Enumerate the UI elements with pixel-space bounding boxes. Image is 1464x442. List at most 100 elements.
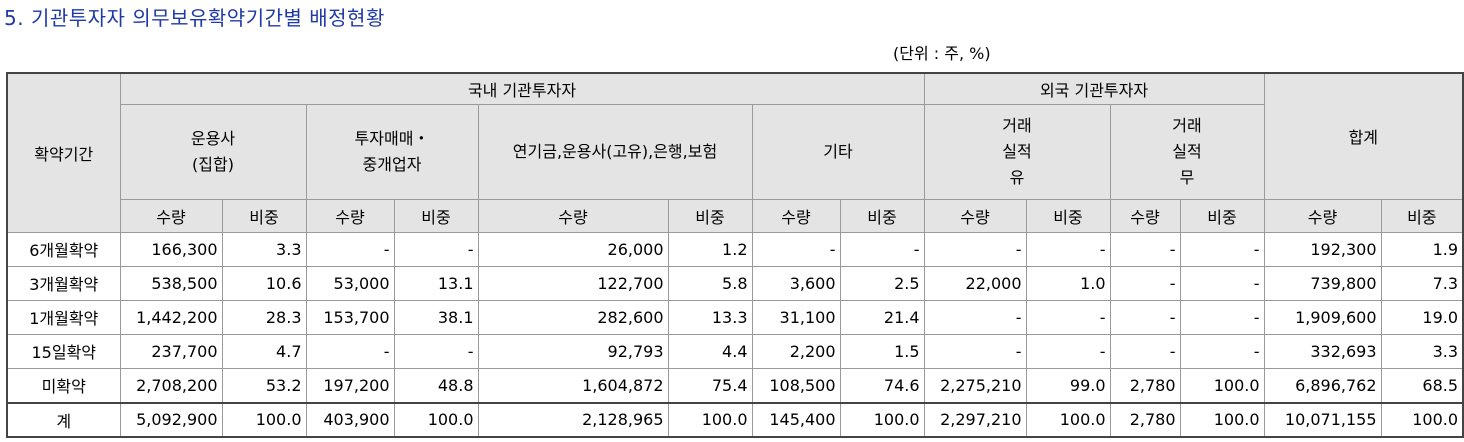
header-ratio: 비중 bbox=[1380, 198, 1464, 233]
header-ratio: 비중 bbox=[393, 198, 479, 233]
cell-value: 100.0 bbox=[1179, 401, 1265, 437]
cell-value: 192,300 bbox=[1263, 231, 1382, 267]
row-label: 1개월확약 bbox=[6, 299, 121, 335]
cell-value: 5.8 bbox=[667, 265, 753, 301]
cell-value: 1,604,872 bbox=[477, 367, 669, 403]
cell-value: 1,909,600 bbox=[1263, 299, 1382, 335]
cell-value: 100.0 bbox=[1380, 401, 1464, 437]
cell-value: - bbox=[1109, 333, 1181, 369]
cell-value: 108,500 bbox=[751, 367, 841, 403]
cell-value: 74.6 bbox=[839, 367, 925, 403]
header-ratio: 비중 bbox=[839, 198, 925, 233]
cell-value: 237,700 bbox=[119, 333, 223, 369]
total-row: 계 5,092,900 100.0 403,900 100.0 2,128,96… bbox=[6, 401, 1464, 437]
header-other: 기타 bbox=[751, 103, 925, 200]
table-row: 3개월확약 538,500 10.6 53,000 13.1 122,700 5… bbox=[6, 265, 1464, 301]
row-label: 15일확약 bbox=[6, 333, 121, 369]
cell-value: 100.0 bbox=[393, 401, 479, 437]
cell-value: 332,693 bbox=[1263, 333, 1382, 369]
header-qty: 수량 bbox=[119, 198, 223, 233]
cell-value: 38.1 bbox=[393, 299, 479, 335]
cell-value: 538,500 bbox=[119, 265, 223, 301]
cell-value: - bbox=[1109, 265, 1181, 301]
cell-value: 1.5 bbox=[839, 333, 925, 369]
cell-value: 31,100 bbox=[751, 299, 841, 335]
cell-value: 53,000 bbox=[305, 265, 395, 301]
header-qty: 수량 bbox=[1109, 198, 1181, 233]
row-label: 6개월확약 bbox=[6, 231, 121, 267]
page-title: 5. 기관투자자 의무보유확약기간별 배정현황 bbox=[4, 6, 385, 30]
header-trade-record-no: 거래 실적 무 bbox=[1109, 103, 1265, 200]
cell-value: 100.0 bbox=[221, 401, 307, 437]
cell-value: - bbox=[1179, 299, 1265, 335]
header-qty: 수량 bbox=[923, 198, 1027, 233]
row-label: 미확약 bbox=[6, 367, 121, 403]
cell-value: 403,900 bbox=[305, 401, 395, 437]
cell-value: 2,128,965 bbox=[477, 401, 669, 437]
unit-note: (단위 : 주, %) bbox=[893, 44, 991, 63]
header-qty: 수량 bbox=[477, 198, 669, 233]
cell-value: - bbox=[923, 333, 1027, 369]
cell-value: 1.2 bbox=[667, 231, 753, 267]
header-foreign: 외국 기관투자자 bbox=[923, 72, 1265, 105]
cell-value: 100.0 bbox=[667, 401, 753, 437]
cell-value: 4.4 bbox=[667, 333, 753, 369]
cell-value: 2,780 bbox=[1109, 367, 1181, 403]
header-ratio: 비중 bbox=[1025, 198, 1111, 233]
header-period: 확약기간 bbox=[6, 72, 121, 233]
cell-value: - bbox=[1179, 333, 1265, 369]
cell-value: 53.2 bbox=[221, 367, 307, 403]
header-qty: 수량 bbox=[305, 198, 395, 233]
cell-value: - bbox=[305, 333, 395, 369]
cell-value: 1.0 bbox=[1025, 265, 1111, 301]
cell-value: - bbox=[305, 231, 395, 267]
header-domestic: 국내 기관투자자 bbox=[119, 72, 925, 105]
cell-value: 92,793 bbox=[477, 333, 669, 369]
allocation-table: 확약기간 국내 기관투자자 외국 기관투자자 합계 운용사 (집합) 투자매매・… bbox=[6, 72, 1464, 438]
cell-value: 10.6 bbox=[221, 265, 307, 301]
cell-value: 166,300 bbox=[119, 231, 223, 267]
cell-value: 21.4 bbox=[839, 299, 925, 335]
cell-value: 13.3 bbox=[667, 299, 753, 335]
cell-value: - bbox=[1109, 299, 1181, 335]
cell-value: - bbox=[393, 231, 479, 267]
cell-value: - bbox=[1025, 299, 1111, 335]
cell-value: 2,200 bbox=[751, 333, 841, 369]
cell-value: 2,708,200 bbox=[119, 367, 223, 403]
header-ratio: 비중 bbox=[667, 198, 753, 233]
row-label: 3개월확약 bbox=[6, 265, 121, 301]
cell-value: 100.0 bbox=[839, 401, 925, 437]
cell-value: - bbox=[1179, 265, 1265, 301]
cell-value: 2,780 bbox=[1109, 401, 1181, 437]
cell-value: - bbox=[1109, 231, 1181, 267]
cell-value: 2,275,210 bbox=[923, 367, 1027, 403]
cell-value: 48.8 bbox=[393, 367, 479, 403]
cell-value: - bbox=[393, 333, 479, 369]
cell-value: 68.5 bbox=[1380, 367, 1464, 403]
table-row: 15일확약 237,700 4.7 - - 92,793 4.4 2,200 1… bbox=[6, 333, 1464, 369]
cell-value: 13.1 bbox=[393, 265, 479, 301]
cell-value: - bbox=[1179, 231, 1265, 267]
header-pension: 연기금,운용사(고유),은행,보험 bbox=[477, 103, 753, 200]
table-row: 6개월확약 166,300 3.3 - - 26,000 1.2 - - - -… bbox=[6, 231, 1464, 267]
table-row: 미확약 2,708,200 53.2 197,200 48.8 1,604,87… bbox=[6, 367, 1464, 403]
cell-value: 100.0 bbox=[1025, 401, 1111, 437]
cell-value: 3.3 bbox=[1380, 333, 1464, 369]
cell-value: 739,800 bbox=[1263, 265, 1382, 301]
cell-value: 75.4 bbox=[667, 367, 753, 403]
cell-value: 3,600 bbox=[751, 265, 841, 301]
cell-value: - bbox=[839, 231, 925, 267]
header-ratio: 비중 bbox=[221, 198, 307, 233]
cell-value: 282,600 bbox=[477, 299, 669, 335]
cell-value: - bbox=[1025, 231, 1111, 267]
cell-value: 2,297,210 bbox=[923, 401, 1027, 437]
header-total: 합계 bbox=[1263, 72, 1464, 200]
header-qty: 수량 bbox=[751, 198, 841, 233]
cell-value: 4.7 bbox=[221, 333, 307, 369]
cell-value: 22,000 bbox=[923, 265, 1027, 301]
cell-value: 153,700 bbox=[305, 299, 395, 335]
table-row: 1개월확약 1,442,200 28.3 153,700 38.1 282,60… bbox=[6, 299, 1464, 335]
cell-value: - bbox=[923, 299, 1027, 335]
cell-value: - bbox=[923, 231, 1027, 267]
header-asset-manager: 운용사 (집합) bbox=[119, 103, 307, 200]
